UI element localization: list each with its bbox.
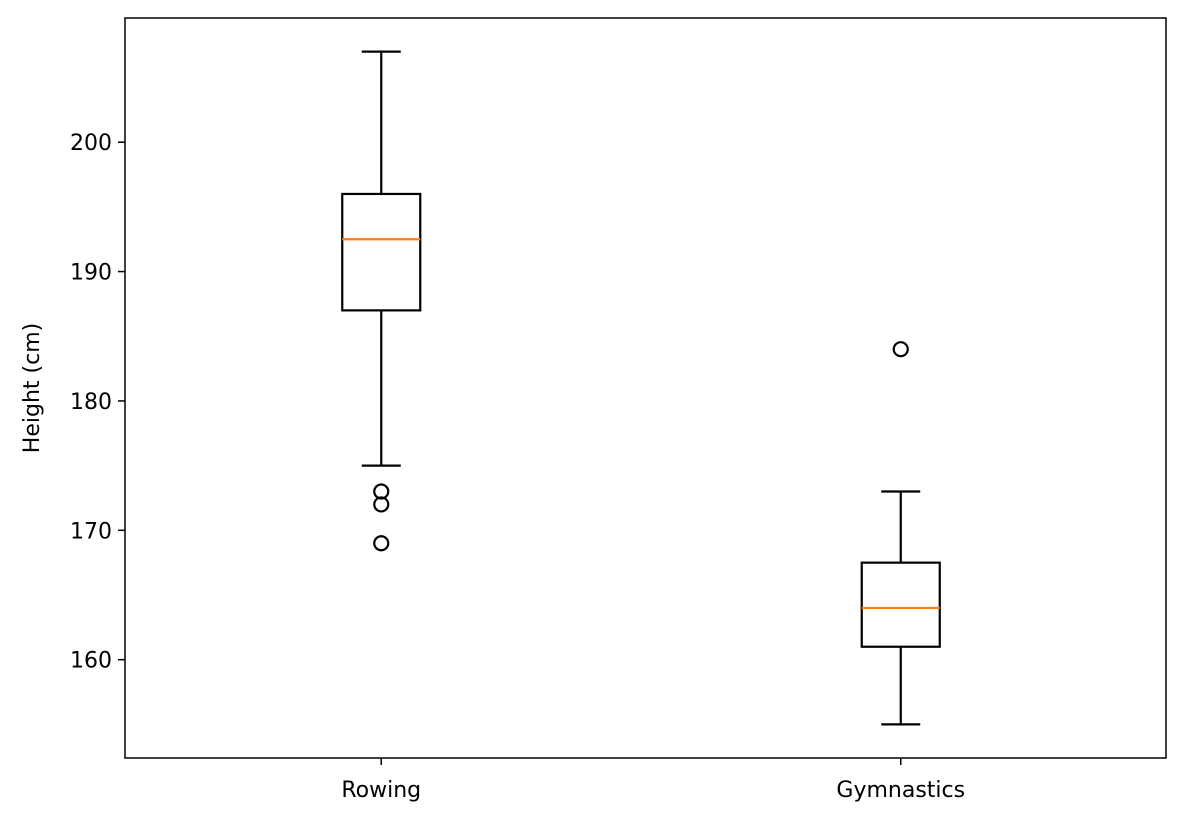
y-axis-label: Height (cm) bbox=[20, 323, 45, 453]
plot-area bbox=[124, 17, 1167, 759]
box-gymnastics bbox=[860, 341, 941, 726]
x-tick-label: Rowing bbox=[341, 778, 421, 803]
outlier-point bbox=[373, 496, 390, 513]
iqr-box bbox=[860, 561, 941, 648]
box-rowing bbox=[341, 50, 422, 552]
y-tick-label: 190 bbox=[70, 261, 112, 286]
y-tick-label: 200 bbox=[70, 131, 112, 156]
x-tick-label: Gymnastics bbox=[836, 778, 965, 803]
outlier-point bbox=[373, 535, 390, 552]
y-tick-label: 180 bbox=[70, 390, 112, 415]
iqr-box bbox=[341, 192, 422, 312]
y-tick-label: 160 bbox=[70, 649, 112, 674]
outlier-point bbox=[892, 341, 909, 358]
y-tick-label: 170 bbox=[70, 519, 112, 544]
